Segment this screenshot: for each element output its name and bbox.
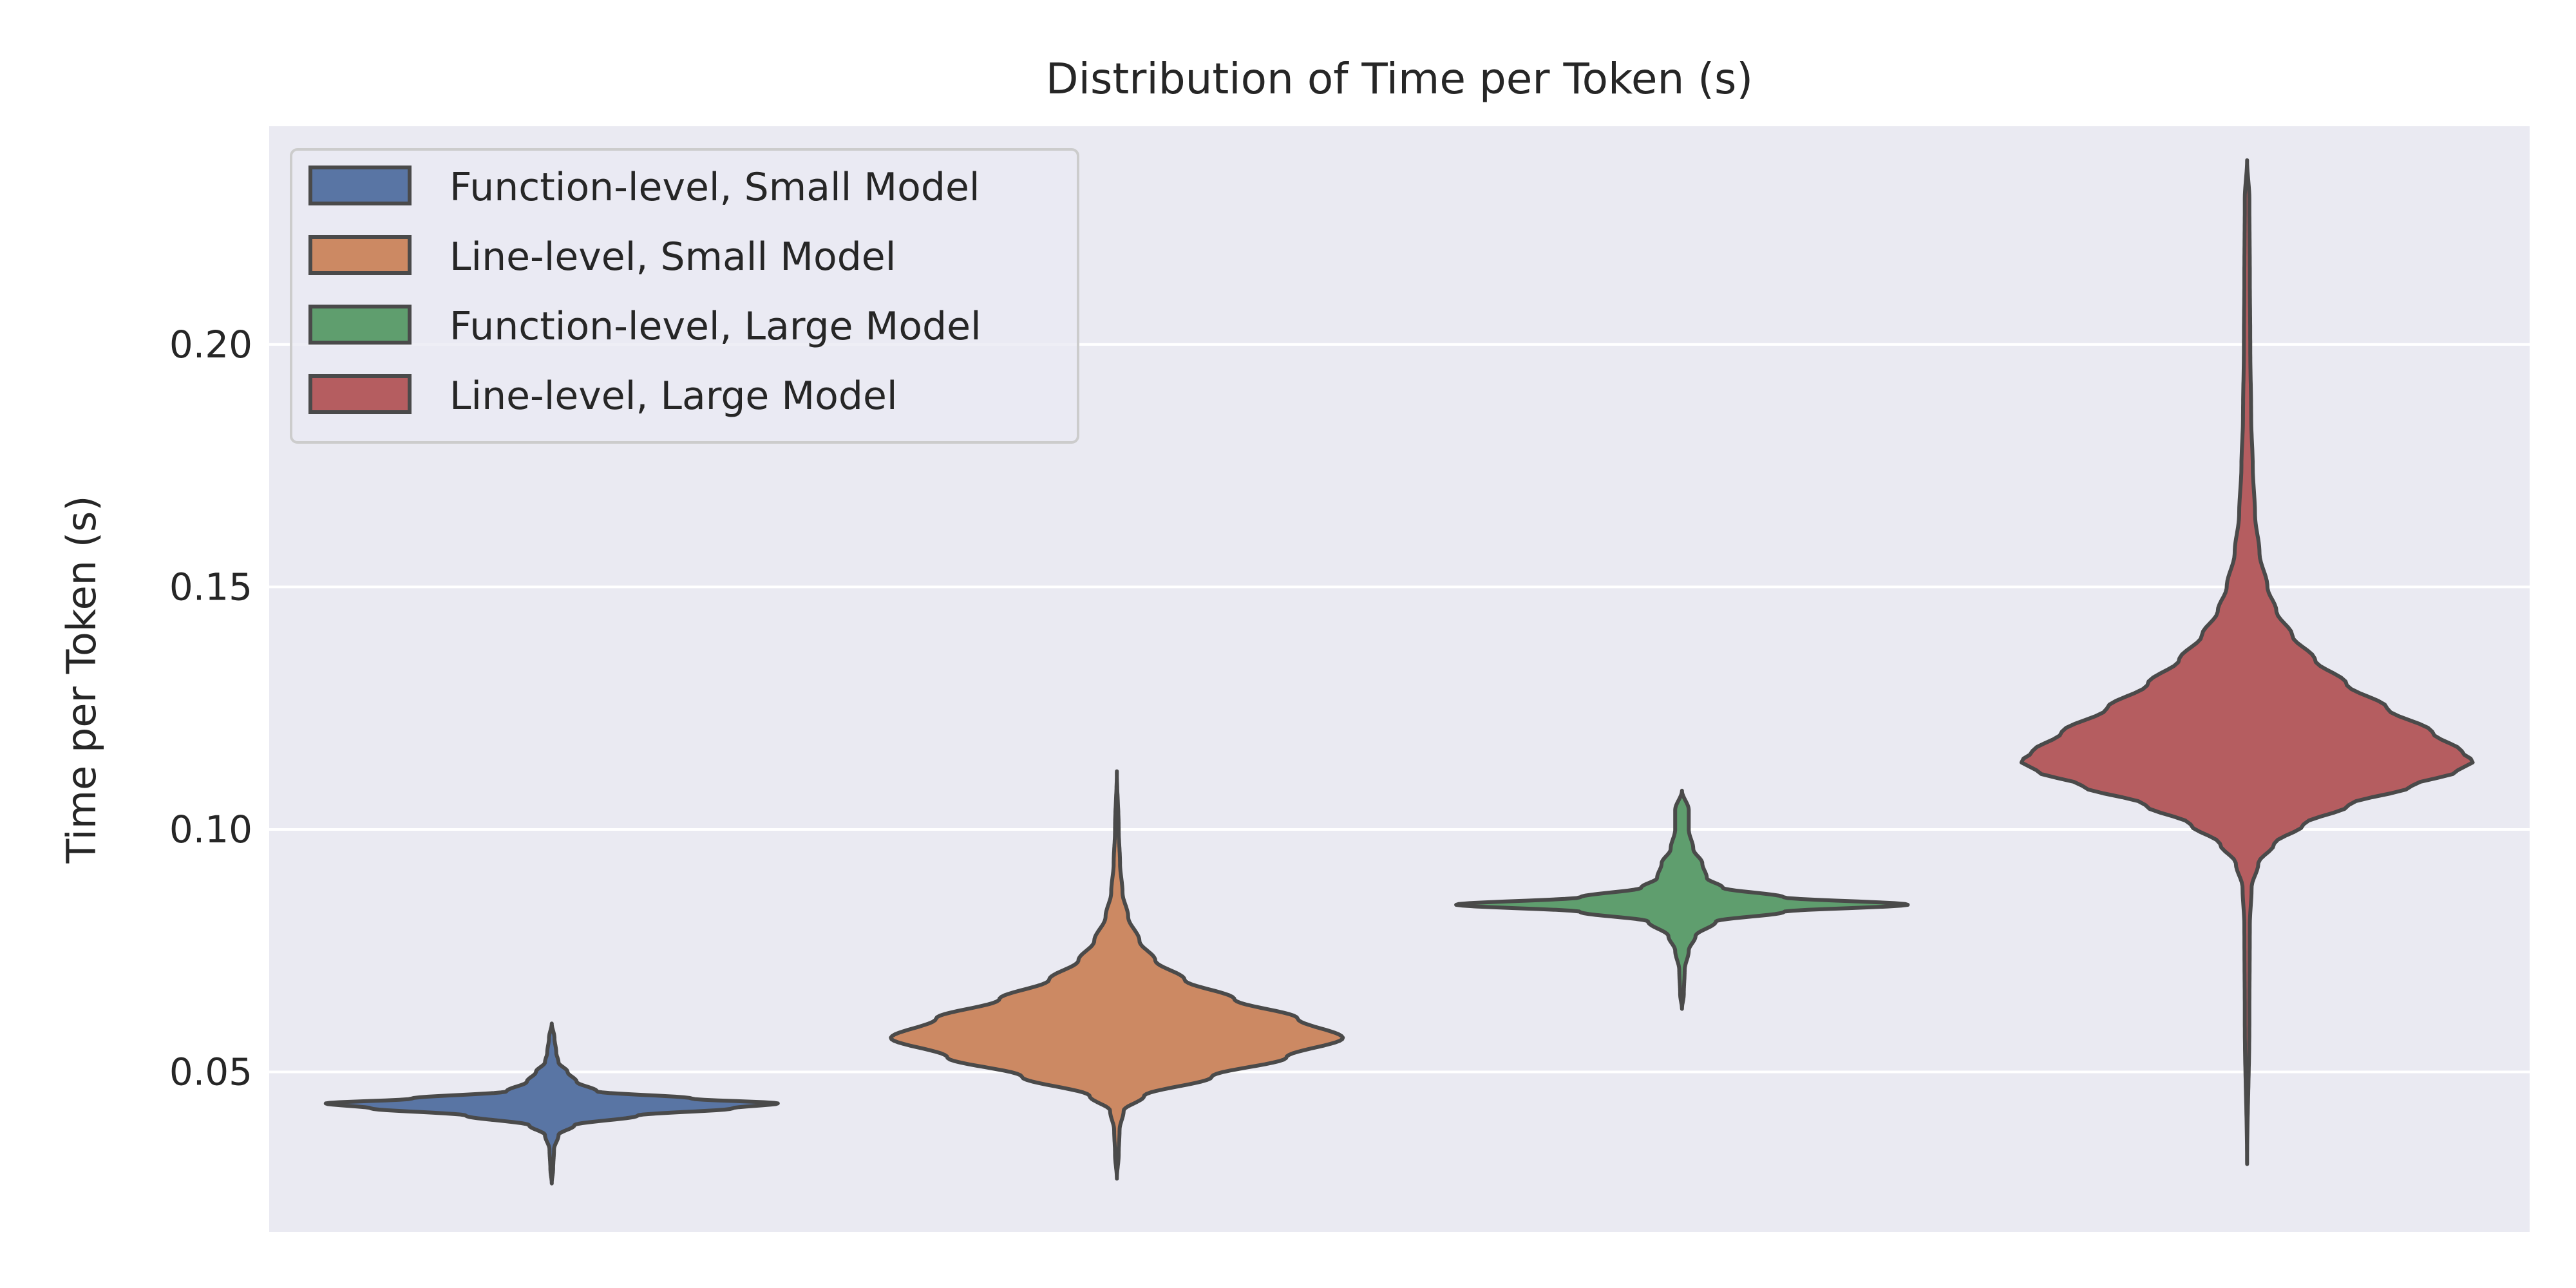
- legend: Function-level, Small Model Line-level, S…: [290, 148, 1079, 444]
- violin-3: [1454, 788, 1910, 1011]
- y-tick-label: 0.05: [169, 1050, 252, 1094]
- legend-items: Function-level, Small Model Line-level, S…: [308, 165, 981, 419]
- legend-label: Function-level, Small Model: [450, 165, 980, 210]
- legend-label: Line-level, Small Model: [450, 234, 896, 279]
- y-axis-ticks: 0.05 0.10 0.15 0.20: [169, 323, 252, 1094]
- legend-frame: [290, 148, 1079, 444]
- violins: [323, 158, 2475, 1186]
- violin-4: [2019, 158, 2475, 1166]
- chart-title: Distribution of Time per Token (s): [1046, 54, 1753, 104]
- violin-2: [889, 769, 1345, 1181]
- legend-label: Line-level, Large Model: [450, 374, 898, 419]
- y-tick-label: 0.10: [169, 808, 252, 851]
- legend-swatch: [308, 305, 412, 345]
- y-axis-label: Time per Token (s): [58, 496, 105, 864]
- legend-label: Function-level, Large Model: [450, 304, 981, 349]
- legend-swatch: [308, 235, 412, 275]
- y-tick-label: 0.15: [169, 565, 252, 609]
- violin-1: [323, 1021, 780, 1186]
- legend-swatch: [308, 166, 412, 205]
- y-tick-label: 0.20: [169, 323, 252, 366]
- legend-swatch: [308, 374, 412, 414]
